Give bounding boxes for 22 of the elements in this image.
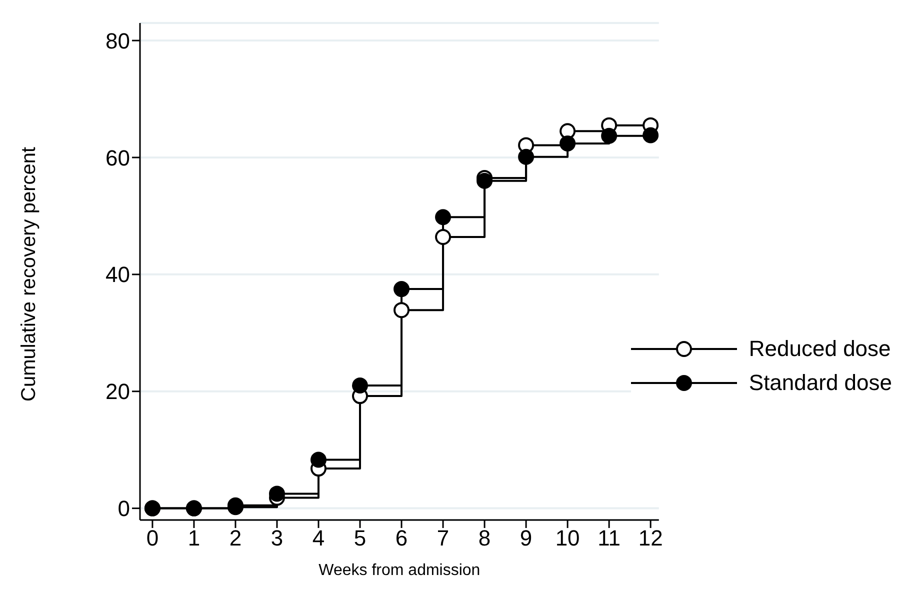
x-tick-label: 11	[598, 526, 620, 551]
x-tick-label: 2	[229, 526, 242, 551]
legend-label: Standard dose	[748, 370, 892, 396]
y-tick-label: 20	[106, 379, 130, 404]
legend-label: Reduced dose	[748, 336, 891, 362]
x-tick-label: 12	[638, 526, 663, 551]
x-axis-title: Weeks from admission	[318, 562, 480, 579]
x-tick-label: 0	[146, 526, 159, 551]
x-tick-label: 3	[270, 526, 284, 551]
x-tick-label: 6	[395, 526, 408, 551]
x-tick-label: 7	[436, 526, 450, 551]
y-tick-label: 40	[106, 262, 130, 288]
y-tick-label: 0	[118, 496, 130, 522]
x-tick-label: 5	[354, 526, 366, 551]
y-axis-title: Cumulative recovery percent	[18, 146, 40, 402]
x-tick-label: 10	[555, 526, 580, 551]
y-tick-label: 60	[106, 145, 130, 170]
x-tick-label: 8	[478, 526, 491, 551]
x-tick-label: 4	[312, 526, 325, 551]
y-tick-label: 80	[106, 28, 130, 54]
x-tick-label: 9	[520, 526, 532, 551]
x-tick-label: 1	[188, 526, 200, 551]
